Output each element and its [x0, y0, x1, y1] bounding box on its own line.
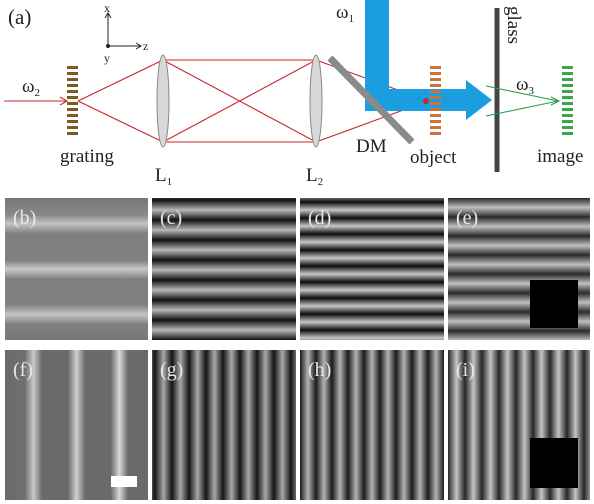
text: ω: [516, 74, 529, 95]
dm-label: DM: [356, 136, 387, 157]
panel: (i): [448, 350, 590, 500]
panel: (f): [5, 350, 148, 500]
text: L: [306, 165, 318, 186]
lens: [310, 55, 322, 147]
lens-label: L1: [155, 165, 172, 188]
axis-dot: [106, 44, 110, 48]
text: ω: [22, 76, 35, 97]
object-label: object: [410, 147, 457, 168]
panel-label: (g): [160, 359, 183, 381]
panel: (h): [300, 350, 444, 500]
omega-label: ω3: [516, 74, 535, 97]
grating: [67, 66, 78, 136]
panel: (c): [152, 198, 296, 340]
blocked-region: [530, 438, 578, 488]
scale-bar: [111, 476, 137, 487]
text: ω: [336, 2, 349, 23]
panel: (d): [300, 198, 444, 340]
blocked-region: [530, 280, 578, 328]
panel-label: (c): [160, 207, 182, 229]
subscript: 1: [349, 13, 355, 25]
panel-label: (b): [13, 207, 36, 229]
panel-label: (a): [8, 5, 31, 29]
panel-label: (h): [308, 359, 331, 381]
image-label: image: [537, 146, 583, 167]
panel: (b): [5, 198, 148, 340]
image-plane: [562, 66, 573, 136]
figure: (a) x y z ω2 grating L1 L2 ω1 DM object …: [0, 0, 594, 504]
text: L: [155, 165, 167, 186]
subscript: 2: [318, 176, 324, 188]
omega-label: ω2: [22, 76, 40, 99]
panel-label: (f): [13, 359, 33, 381]
panel: (e): [448, 198, 590, 340]
lens-label: L2: [306, 165, 323, 188]
omega-label: ω1: [336, 2, 354, 25]
panel-label: (e): [456, 207, 478, 229]
panel-label: (d): [308, 207, 331, 229]
subscript: 1: [167, 176, 173, 188]
axis-label: z: [143, 39, 148, 53]
axis-label: x: [104, 1, 110, 15]
subscript: 3: [529, 85, 535, 97]
lens: [157, 55, 169, 147]
focus: [423, 98, 429, 104]
grating-label: grating: [60, 146, 114, 167]
axis-label: y: [104, 51, 110, 65]
panel-label: (i): [456, 359, 475, 381]
schematic: (a) x y z ω2 grating L1 L2 ω1 DM object …: [4, 0, 583, 188]
glass-label: glass: [503, 6, 524, 44]
subscript: 2: [35, 87, 41, 99]
axes-icon: [105, 13, 141, 49]
panel: (g): [152, 350, 296, 500]
object: [430, 66, 441, 136]
